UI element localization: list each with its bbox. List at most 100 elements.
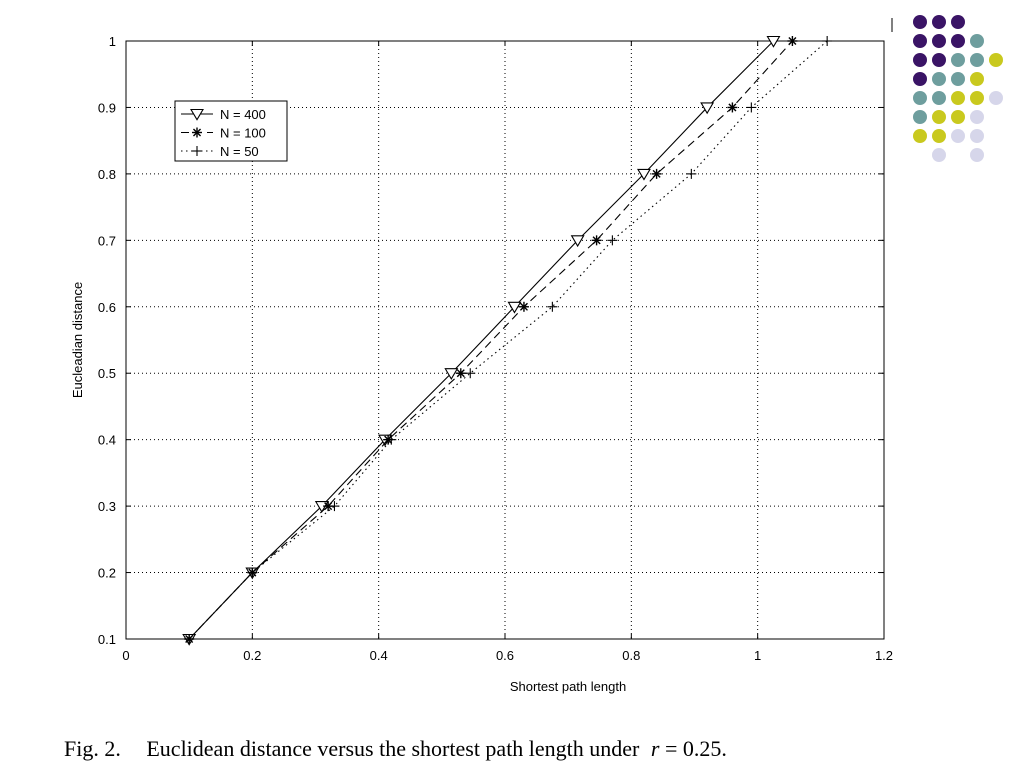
- data-point: [607, 235, 618, 246]
- data-point: [547, 301, 558, 312]
- x-tick-label: 0.4: [370, 648, 388, 663]
- y-tick-label: 0.5: [98, 366, 116, 381]
- series-n-400: [182, 35, 781, 646]
- data-point: [651, 168, 662, 179]
- series-line: [188, 40, 828, 640]
- marker-asterisk-stroke: [788, 36, 797, 46]
- decorative-dot: [970, 110, 984, 124]
- marker-triangle: [507, 301, 522, 314]
- data-point: [184, 634, 195, 644]
- marker-triangle: [700, 102, 715, 115]
- marker-asterisk-stroke: [592, 236, 601, 245]
- marker-asterisk-stroke: [456, 369, 465, 378]
- data-point: [386, 434, 397, 445]
- marker-asterisk-stroke: [728, 103, 737, 112]
- data-point: [787, 36, 798, 46]
- decorative-dot: [913, 72, 927, 86]
- decorative-dot: [951, 34, 965, 48]
- decorative-dot: [913, 15, 927, 29]
- decorative-dot: [932, 15, 946, 29]
- y-tick-label: 0.9: [98, 100, 116, 115]
- marker-asterisk-stroke: [519, 302, 528, 311]
- decorative-dot: [913, 110, 927, 124]
- decorative-dot: [951, 53, 965, 67]
- figure-caption: Fig. 2. Euclidean distance versus the sh…: [64, 736, 727, 761]
- marker-triangle: [190, 108, 204, 121]
- marker-triangle: [444, 368, 459, 381]
- x-tick-label: 0.6: [496, 648, 514, 663]
- decorative-dot: [913, 91, 927, 105]
- decorative-dot: [951, 72, 965, 86]
- y-axis-label: Eucleadian distance: [70, 282, 85, 398]
- decorative-dot: [970, 34, 984, 48]
- legend-label: N = 400: [220, 107, 266, 122]
- data-point: [507, 301, 522, 314]
- y-tick-label: 0.1: [98, 632, 116, 647]
- legend-marker: [192, 146, 202, 156]
- decorative-dot: [970, 129, 984, 143]
- decorative-dot: [932, 129, 946, 143]
- series-layer: [182, 35, 833, 646]
- data-point: [637, 168, 651, 181]
- decorative-dot: [951, 15, 965, 29]
- x-tick-label: 0.2: [243, 648, 261, 663]
- data-point: [822, 36, 833, 46]
- decorative-dot: [913, 53, 927, 67]
- marker-triangle: [637, 168, 651, 181]
- decorative-dot: [970, 72, 984, 86]
- data-point: [465, 368, 476, 379]
- x-tick-label: 1.2: [875, 648, 893, 663]
- marker-asterisk-stroke: [324, 502, 333, 511]
- x-axis-label: Shortest path length: [510, 679, 626, 694]
- decorative-dot: [913, 34, 927, 48]
- data-point: [700, 102, 715, 115]
- decorative-dot: [951, 110, 965, 124]
- decorative-dot: [970, 148, 984, 162]
- x-tick-label: 0: [122, 648, 129, 663]
- y-tick-label: 0.3: [98, 499, 116, 514]
- decorative-dot: [932, 91, 946, 105]
- decorative-dot: [932, 53, 946, 67]
- decorative-dot: [989, 91, 1003, 105]
- y-tick-label: 0.6: [98, 300, 116, 315]
- caption-text: Euclidean distance versus the shortest p…: [146, 736, 640, 761]
- y-tick-label: 1: [109, 34, 116, 49]
- caption-label: Fig. 2.: [64, 736, 121, 761]
- decorative-dot: [932, 148, 946, 162]
- data-point: [591, 235, 602, 246]
- legend-entry: N = 100: [181, 126, 266, 141]
- y-tick-label: 0.2: [98, 566, 116, 581]
- decorative-dot: [970, 91, 984, 105]
- data-point: [247, 567, 258, 578]
- caption-math-rest: = 0.25.: [665, 736, 727, 761]
- legend-label: N = 100: [220, 126, 266, 141]
- data-point: [329, 501, 340, 512]
- y-tick-label: 0.8: [98, 167, 116, 182]
- legend-entry: N = 50: [181, 144, 259, 159]
- data-point: [455, 368, 466, 379]
- x-tick-label: 1: [754, 648, 761, 663]
- data-point: [746, 102, 757, 113]
- x-tick-label: 0.8: [622, 648, 640, 663]
- data-point: [727, 102, 738, 113]
- marker-asterisk-stroke: [652, 169, 661, 178]
- series-line: [188, 40, 774, 640]
- legend: N = 400 N = 100 N = 50: [174, 100, 288, 162]
- decorative-dot: [932, 72, 946, 86]
- ticks: 0 0.2 0.4 0.6 0.8 1 1.2 0.1 0.2 0.3 0.4 0.5 0.6 0.7 0.…: [98, 34, 893, 663]
- legend-entry: N = 400: [181, 107, 266, 122]
- decorative-dot: [951, 91, 965, 105]
- decorative-dot: [951, 129, 965, 143]
- decorative-dot: [970, 53, 984, 67]
- legend-marker: [192, 127, 202, 138]
- data-point: [518, 301, 529, 312]
- legend-entries: N = 400 N = 100 N = 50: [181, 107, 266, 159]
- marker-asterisk-stroke: [192, 128, 202, 137]
- marker-triangle: [570, 235, 585, 248]
- series-n-50: [184, 36, 833, 644]
- legend-marker: [190, 108, 204, 121]
- data-point: [570, 235, 585, 248]
- data-point: [686, 168, 697, 179]
- data-point: [323, 501, 334, 512]
